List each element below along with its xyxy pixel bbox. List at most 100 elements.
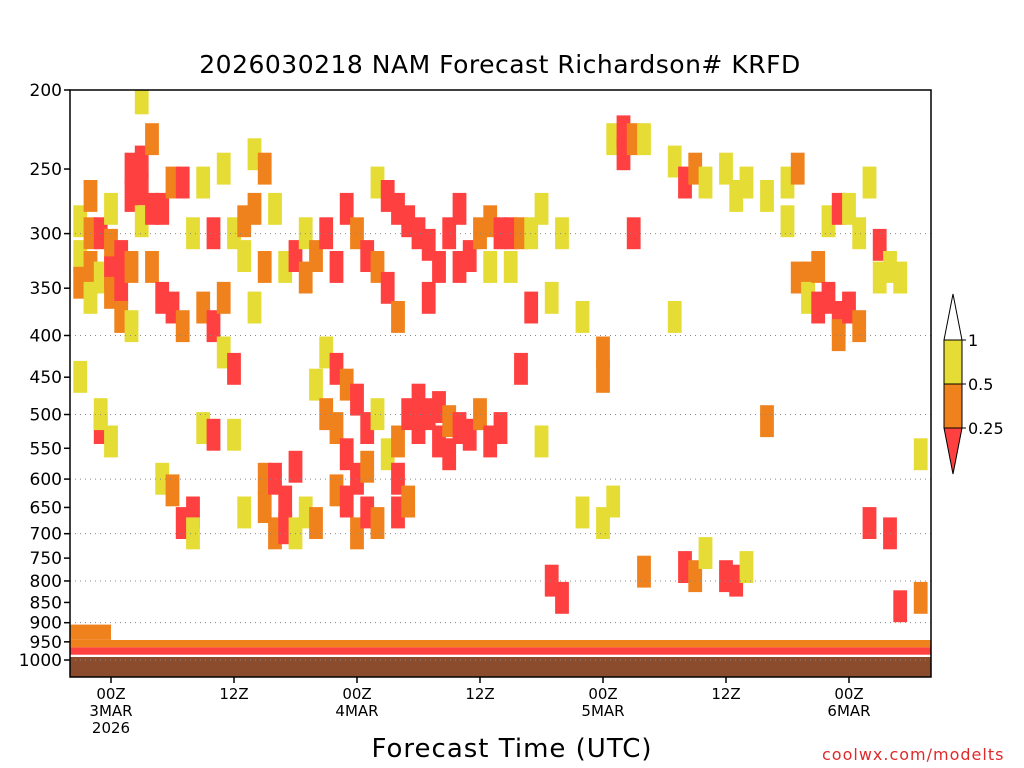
legend-arrow-top [943, 293, 963, 341]
y-tick-label: 800 [30, 572, 62, 592]
axis-layer: 200 250 300 350 400 450 500 550 600 650 700 750 8008… [19, 81, 932, 737]
ri-cell [391, 425, 405, 458]
ri-cell [852, 310, 867, 343]
legend-swatch [943, 339, 963, 385]
ri-cell [104, 425, 118, 458]
ri-cell [739, 551, 754, 583]
ri-cell [329, 412, 344, 444]
ri-cell [432, 251, 446, 283]
y-tick-label: 350 [30, 279, 62, 299]
ri-cell [698, 537, 713, 569]
ri-cell [842, 192, 856, 225]
legend-label: 0.5 [968, 375, 993, 394]
chart-title: 2026030218 NAM Forecast Richardson# KRFD [199, 50, 801, 79]
ri-cell [811, 251, 826, 283]
ri-cell [380, 271, 395, 304]
ri-cell [913, 581, 928, 614]
ri-cell [452, 192, 467, 225]
ri-cell [442, 217, 457, 250]
ri-cell [575, 301, 590, 333]
y-tick-label: 700 [30, 525, 62, 545]
ri-low-band [70, 624, 111, 640]
ri-cell [575, 496, 590, 529]
ri-cell [555, 217, 569, 250]
ri-cell [288, 450, 303, 483]
ri-cell [862, 507, 877, 539]
ri-cell [186, 217, 200, 250]
legend-label: 0.25 [968, 419, 1004, 438]
legend-label: 1 [968, 331, 978, 350]
ri-cell [175, 310, 190, 343]
ri-cell [637, 123, 651, 156]
ri-cell [370, 398, 385, 431]
ri-cell [831, 319, 846, 352]
ri-cell [134, 90, 149, 115]
x-tick-label: 6MAR [827, 702, 870, 720]
ri-cell [626, 217, 641, 250]
ri-cell [227, 418, 241, 451]
ri-cell [524, 291, 539, 324]
ri-low-band [70, 640, 931, 648]
richardson-cells-layer [70, 90, 931, 677]
x-tick-label: 12Z [711, 685, 740, 703]
x-tick-label: 00Z [834, 685, 863, 703]
x-tick-label: 00Z [96, 685, 125, 703]
x-tick-label: 2026 [92, 719, 130, 737]
y-tick-label: 200 [30, 81, 62, 101]
ri-cell [257, 152, 272, 185]
ri-cell [360, 450, 375, 483]
ri-cell [206, 217, 221, 250]
grid-layer [70, 233, 931, 661]
y-tick-label: 250 [30, 160, 62, 180]
x-tick-label: 12Z [219, 685, 248, 703]
ri-cell [257, 251, 272, 283]
ri-cell [483, 251, 498, 283]
y-tick-label: 400 [30, 326, 62, 346]
ri-cell [760, 405, 774, 438]
ri-cell [780, 205, 795, 238]
ri-cell [124, 251, 139, 283]
ri-cell [247, 192, 262, 225]
x-axis-label: Forecast Time (UTC) [371, 734, 653, 764]
x-tick-label: 12Z [465, 685, 494, 703]
legend-layer: 1 0.5 0.25 [943, 293, 1004, 475]
ri-cell [329, 251, 344, 283]
y-tick-label: 300 [30, 225, 62, 245]
ri-cell [237, 496, 252, 529]
ri-cell [524, 217, 539, 250]
ri-cell [196, 166, 211, 199]
x-tick-label: 00Z [342, 685, 371, 703]
ri-cell [216, 152, 231, 185]
ri-cell [667, 301, 682, 333]
y-tick-label: 500 [30, 406, 62, 426]
ri-cell [534, 192, 549, 225]
ri-cell [698, 166, 713, 199]
ri-cell [391, 301, 405, 333]
ri-cell [852, 217, 867, 250]
ri-cell [370, 507, 385, 539]
ri-cell [104, 192, 118, 225]
plot-frame [69, 89, 932, 678]
ri-cell [309, 507, 323, 539]
ri-cell [514, 352, 528, 385]
ri-cell [760, 180, 774, 212]
y-tick-label: 850 [30, 593, 62, 613]
x-tick-label: 00Z [588, 685, 617, 703]
ri-cell [278, 485, 293, 518]
ri-cell [206, 310, 221, 343]
ri-cell [247, 291, 262, 324]
ri-cell [719, 152, 733, 185]
ri-cell [637, 555, 651, 588]
ri-cell [534, 425, 549, 458]
ri-cell [442, 438, 457, 471]
ri-cell [339, 192, 354, 225]
ri-cell [339, 438, 354, 471]
legend-arrow-bottom [943, 427, 963, 475]
legend-swatch [943, 383, 963, 429]
ri-cell [206, 418, 221, 451]
y-tick-label: 550 [30, 439, 62, 459]
ri-cell [421, 281, 436, 314]
y-tick-label: 900 [30, 614, 62, 634]
ri-cell [401, 485, 416, 518]
